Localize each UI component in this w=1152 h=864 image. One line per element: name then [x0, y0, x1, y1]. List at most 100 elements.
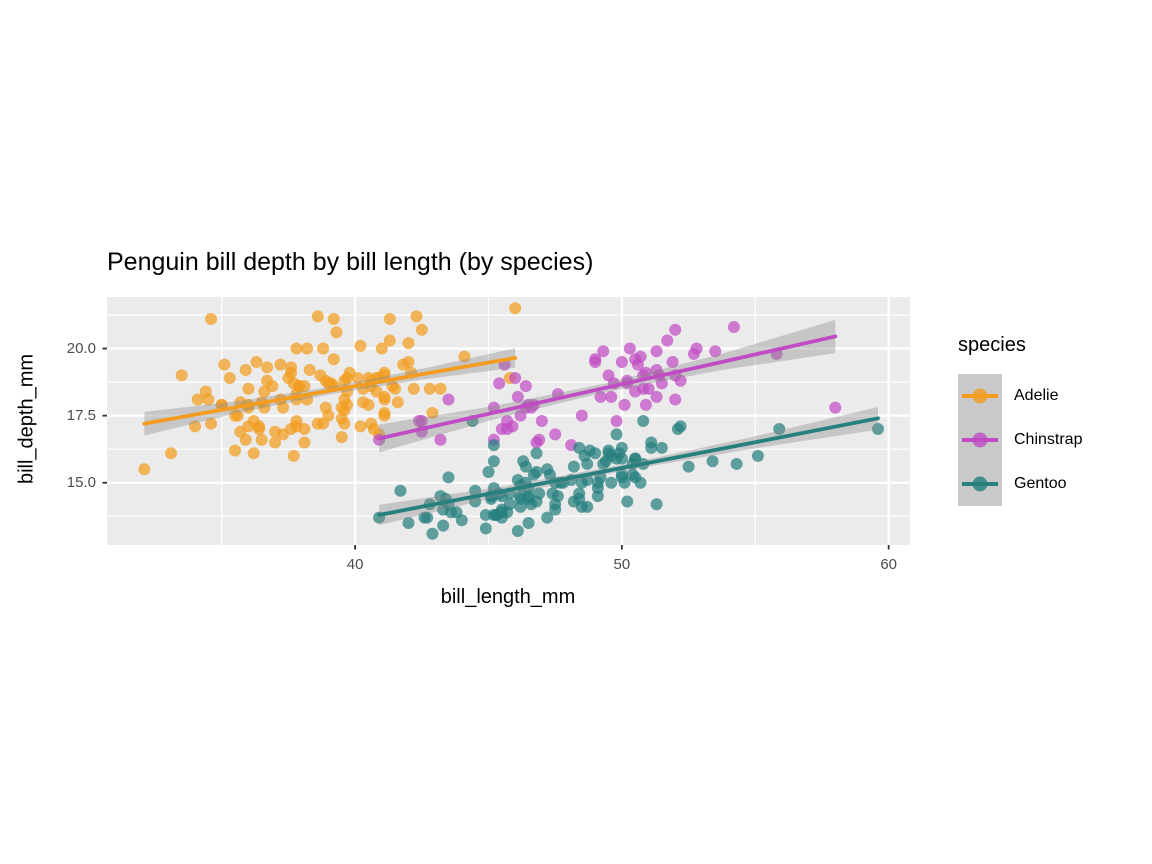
- scatter-point-gentoo: [437, 519, 450, 532]
- scatter-point-gentoo: [650, 498, 663, 511]
- scatter-point-adelie: [383, 313, 396, 326]
- scatter-point-chinstrap: [501, 423, 514, 436]
- scatter-point-adelie: [410, 310, 423, 323]
- legend-item-adelie: Adelie: [958, 374, 1082, 418]
- scatter-point-adelie: [189, 420, 202, 433]
- scatter-point-adelie: [250, 355, 263, 368]
- scatter-point-adelie: [397, 358, 410, 371]
- scatter-point-gentoo: [522, 516, 535, 529]
- scatter-point-gentoo: [487, 439, 500, 452]
- scatter-point-adelie: [375, 342, 388, 355]
- scatter-point-gentoo: [621, 495, 634, 508]
- legend-label: Chinstrap: [1014, 431, 1083, 448]
- scatter-point-chinstrap: [637, 382, 650, 395]
- scatter-point-gentoo: [618, 476, 631, 489]
- scatter-point-gentoo: [573, 492, 586, 505]
- scatter-point-gentoo: [482, 465, 495, 478]
- scatter-point-chinstrap: [519, 380, 532, 393]
- scatter-point-gentoo: [645, 436, 658, 449]
- legend-label: Adelie: [1014, 387, 1059, 404]
- scatter-point-adelie: [239, 433, 252, 446]
- scatter-point-adelie: [239, 364, 252, 377]
- scatter-point-adelie: [330, 326, 343, 339]
- scatter-point-adelie: [423, 382, 436, 395]
- scatter-point-chinstrap: [650, 345, 663, 358]
- scatter-point-chinstrap: [709, 345, 722, 358]
- scatter-point-gentoo: [530, 447, 543, 460]
- scatter-point-chinstrap: [661, 334, 674, 347]
- scatter-point-adelie: [415, 323, 428, 336]
- scatter-point-adelie: [311, 417, 324, 430]
- scatter-point-adelie: [351, 372, 364, 385]
- scatter-point-adelie: [378, 393, 391, 406]
- scatter-point-gentoo: [871, 423, 884, 436]
- scatter-point-adelie: [322, 409, 335, 422]
- scatter-point-gentoo: [514, 500, 527, 513]
- scatter-point-gentoo: [469, 484, 482, 497]
- scatter-point-chinstrap: [669, 393, 682, 406]
- scatter-point-adelie: [338, 417, 351, 430]
- scatter-point-chinstrap: [727, 321, 740, 334]
- scatter-point-gentoo: [629, 471, 642, 484]
- scatter-point-adelie: [327, 353, 340, 366]
- trend-line-chinstrap: [377, 334, 838, 441]
- scatter-point-adelie: [247, 447, 260, 460]
- trend-line-adelie: [142, 356, 518, 426]
- scatter-point-gentoo: [591, 476, 604, 489]
- scatter-point-adelie: [303, 364, 316, 377]
- scatter-point-adelie: [383, 334, 396, 347]
- scatter-point-gentoo: [567, 460, 580, 473]
- scatter-point-chinstrap: [597, 345, 610, 358]
- scatter-point-adelie: [229, 444, 242, 457]
- scatter-point-chinstrap: [669, 323, 682, 336]
- scatter-point-adelie: [407, 382, 420, 395]
- scatter-point-adelie: [327, 313, 340, 326]
- scatter-point-adelie: [311, 310, 324, 323]
- scatter-point-gentoo: [479, 508, 492, 521]
- scatter-point-gentoo: [530, 465, 543, 478]
- scatter-point-gentoo: [674, 420, 687, 433]
- scatter-point-gentoo: [479, 522, 492, 535]
- scatter-point-adelie: [165, 447, 178, 460]
- scatter-point-adelie: [362, 398, 375, 411]
- scatter-point-adelie: [298, 423, 311, 436]
- legend-item-chinstrap: Chinstrap: [958, 418, 1082, 462]
- scatter-point-adelie: [191, 393, 204, 406]
- scatter-point-gentoo: [421, 511, 434, 524]
- scatter-point-adelie: [293, 380, 306, 393]
- scatter-point-adelie: [242, 420, 255, 433]
- scatter-point-adelie: [317, 342, 330, 355]
- scatter-point-chinstrap: [549, 428, 562, 441]
- scatter-point-adelie: [402, 337, 415, 350]
- scatter-point-adelie: [218, 358, 231, 371]
- scatter-point-gentoo: [549, 503, 562, 516]
- scatter-point-chinstrap: [674, 374, 687, 387]
- scatter-point-adelie: [434, 382, 447, 395]
- legend-glyph-gentoo-icon: [962, 476, 998, 492]
- y-tick-label: 20.0: [66, 339, 96, 357]
- scatter-point-chinstrap: [594, 390, 607, 403]
- x-tick-label: 50: [613, 556, 631, 573]
- scatter-point-gentoo: [682, 460, 695, 473]
- scatter-point-gentoo: [591, 490, 604, 503]
- scatter-point-chinstrap: [535, 415, 548, 427]
- scatter-point-gentoo: [402, 516, 415, 529]
- scatter-point-adelie: [301, 342, 314, 355]
- scatter-point-gentoo: [637, 415, 650, 427]
- scatter-point-gentoo: [487, 455, 500, 468]
- scatter-point-chinstrap: [514, 409, 527, 422]
- scatter-point-adelie: [335, 431, 348, 444]
- scatter-chart: [102, 297, 910, 550]
- y-tick-label: 17.5: [66, 406, 96, 424]
- scatter-point-adelie: [509, 302, 522, 315]
- scatter-point-adelie: [242, 382, 255, 395]
- scatter-point-gentoo: [503, 498, 516, 511]
- scatter-point-adelie: [391, 396, 404, 409]
- scatter-point-chinstrap: [610, 415, 623, 427]
- scatter-point-adelie: [285, 366, 298, 379]
- scatter-point-chinstrap: [618, 398, 631, 411]
- scatter-point-chinstrap: [639, 398, 652, 411]
- scatter-point-gentoo: [437, 503, 450, 516]
- scatter-point-adelie: [269, 436, 282, 449]
- scatter-point-gentoo: [706, 455, 719, 468]
